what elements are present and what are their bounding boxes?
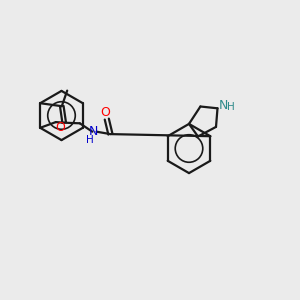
Text: O: O xyxy=(55,121,64,134)
Text: O: O xyxy=(100,106,110,119)
Text: N: N xyxy=(89,124,98,138)
Text: H: H xyxy=(227,102,235,112)
Text: H: H xyxy=(86,135,94,145)
Text: N: N xyxy=(219,99,228,112)
